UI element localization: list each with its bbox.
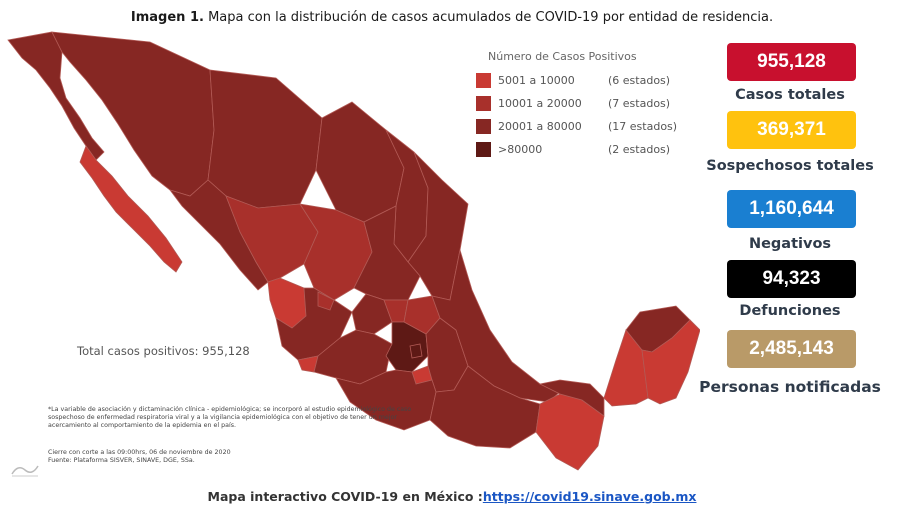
state-baja-california (7, 31, 105, 161)
figure-title: Imagen 1. Mapa con la distribución de ca… (0, 10, 904, 25)
state-cdmx (409, 343, 423, 359)
stat-sospechosos-value: 369,371 (727, 111, 856, 149)
state-baja-california-sur (79, 145, 183, 273)
legend-count: (7 estados) (608, 97, 671, 110)
stat-sospechosos-label: Sospechosos totales (706, 158, 874, 174)
map-legend: Número de Casos Positivos 5001 a 10000 (… (476, 50, 677, 161)
legend-count: (17 estados) (608, 120, 678, 133)
legend-range: 20001 a 80000 (498, 120, 582, 133)
state-tabasco (538, 379, 605, 417)
legend-range: 10001 a 20000 (498, 97, 582, 110)
source-note: Cierre con corte a las 09:00hrs, 06 de n… (48, 449, 231, 465)
legend-item: 5001 a 10000 (6 estados) (476, 69, 677, 92)
stat-defunciones-label: Defunciones (739, 303, 841, 319)
source-text: Fuente: Plataforma SISVER, SINAVE, DGE, … (48, 457, 195, 464)
state-durango (225, 195, 319, 283)
stat-notificadas-value: 2,485,143 (727, 330, 856, 368)
cutoff-text: Cierre con corte a las 09:00hrs, 06 de n… (48, 449, 231, 456)
figure-title-bold: Imagen 1. (130, 10, 204, 25)
legend-count: (2 estados) (608, 143, 671, 156)
state-coahuila (315, 101, 405, 223)
legend-range: >80000 (498, 143, 543, 156)
mexico-map (7, 31, 700, 471)
state-jalisco (275, 287, 353, 361)
legend-item: 10001 a 20000 (7 estados) (476, 92, 677, 115)
legend-item: >80000 (2 estados) (476, 138, 677, 161)
legend-swatch (476, 96, 491, 111)
footer-text: Mapa interactivo COVID-19 en México : (207, 489, 483, 504)
stat-casos-totales-value: 955,128 (727, 43, 856, 81)
legend-swatch (476, 119, 491, 134)
state-chihuahua (207, 69, 323, 209)
state-guerrero (335, 369, 437, 431)
state-quintana-roo (641, 319, 700, 405)
legend-swatch (476, 142, 491, 157)
footnote: *La variable de asociación y dictaminaci… (48, 406, 412, 429)
legend-count: (6 estados) (608, 74, 671, 87)
legend-item: 20001 a 80000 (17 estados) (476, 115, 677, 138)
figure-title-text: Mapa con la distribución de casos acumul… (203, 10, 774, 25)
legend-title: Número de Casos Positivos (488, 50, 637, 63)
stat-notificadas-label: Personas notificadas (699, 378, 881, 396)
stat-casos-totales-label: Casos totales (735, 87, 845, 103)
state-aguascalientes (317, 291, 335, 311)
legend-range: 5001 a 10000 (498, 74, 575, 87)
state-zacatecas (299, 203, 373, 301)
stat-negativos-value: 1,160,644 (727, 190, 856, 228)
footer: Mapa interactivo COVID-19 en México :htt… (0, 489, 904, 504)
stat-defunciones-value: 94,323 (727, 260, 856, 298)
stat-negativos-label: Negativos (748, 236, 832, 252)
legend-swatch (476, 73, 491, 88)
map-total-label: Total casos positivos: 955,128 (77, 344, 250, 358)
covid-map-link[interactable]: https://covid19.sinave.gob.mx (482, 489, 697, 504)
government-logo-icon (11, 465, 39, 477)
